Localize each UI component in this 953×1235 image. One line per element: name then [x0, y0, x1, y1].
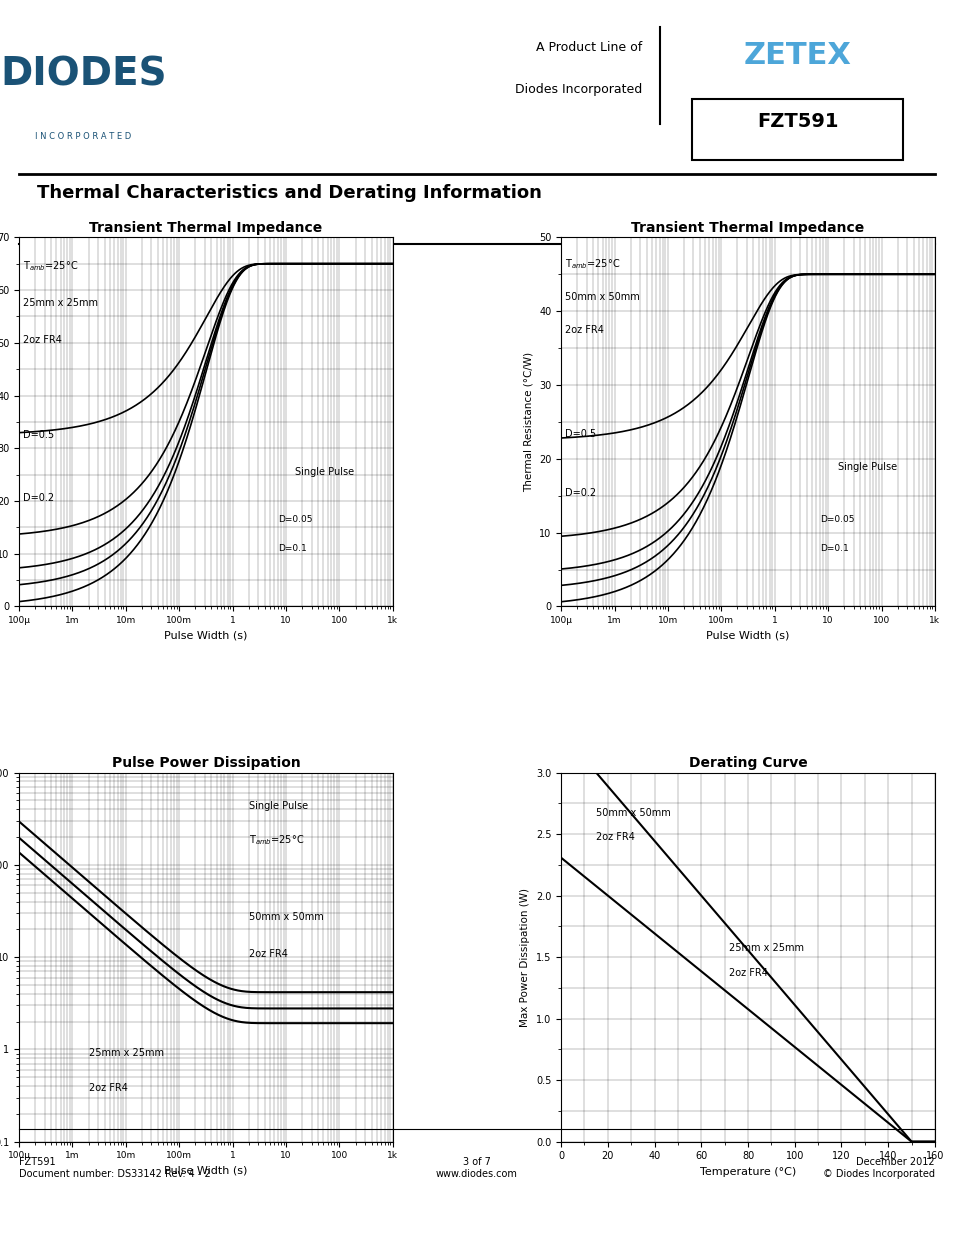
Title: Transient Thermal Impedance: Transient Thermal Impedance: [631, 221, 863, 235]
Title: Transient Thermal Impedance: Transient Thermal Impedance: [90, 221, 322, 235]
Text: 3 of 7
www.diodes.com: 3 of 7 www.diodes.com: [436, 1157, 517, 1178]
Text: 2oz FR4: 2oz FR4: [565, 325, 603, 336]
Text: 50mm x 50mm: 50mm x 50mm: [565, 293, 639, 303]
X-axis label: Pulse Width (s): Pulse Width (s): [705, 631, 789, 641]
Text: D=0.1: D=0.1: [819, 545, 848, 553]
Text: D=0.2: D=0.2: [565, 488, 596, 498]
Text: Single Pulse: Single Pulse: [837, 462, 896, 472]
Text: Single Pulse: Single Pulse: [249, 802, 308, 811]
Title: Derating Curve: Derating Curve: [688, 756, 806, 769]
Text: I N C O R P O R A T E D: I N C O R P O R A T E D: [35, 132, 132, 142]
Text: DIODES: DIODES: [0, 56, 167, 93]
Text: D=0.5: D=0.5: [565, 429, 596, 438]
FancyBboxPatch shape: [692, 99, 902, 161]
Text: 2oz FR4: 2oz FR4: [23, 335, 62, 345]
Text: 50mm x 50mm: 50mm x 50mm: [249, 913, 323, 923]
Text: 25mm x 25mm: 25mm x 25mm: [23, 298, 98, 308]
Text: 50mm x 50mm: 50mm x 50mm: [596, 808, 670, 818]
Text: D=0.5: D=0.5: [23, 430, 54, 440]
X-axis label: Pulse Width (s): Pulse Width (s): [164, 631, 248, 641]
Text: 25mm x 25mm: 25mm x 25mm: [89, 1047, 163, 1058]
Text: T$_{amb}$=25°C: T$_{amb}$=25°C: [249, 834, 304, 847]
Text: Single Pulse: Single Pulse: [295, 467, 355, 477]
Text: 2oz FR4: 2oz FR4: [89, 1083, 128, 1093]
Text: 2oz FR4: 2oz FR4: [249, 950, 288, 960]
Text: December 2012
© Diodes Incorporated: December 2012 © Diodes Incorporated: [822, 1157, 934, 1178]
Y-axis label: Max Power Dissipation (W): Max Power Dissipation (W): [519, 888, 530, 1026]
Text: 2oz FR4: 2oz FR4: [596, 832, 635, 842]
Text: D=0.05: D=0.05: [277, 515, 312, 524]
Text: D=0.1: D=0.1: [277, 545, 306, 553]
Text: ZETEX: ZETEX: [742, 41, 851, 70]
Text: 2oz FR4: 2oz FR4: [728, 967, 767, 978]
Y-axis label: Thermal Resistance (°C/W): Thermal Resistance (°C/W): [523, 352, 533, 492]
Text: Diodes Incorporated: Diodes Incorporated: [514, 83, 641, 96]
Text: Thermal Characteristics and Derating Information: Thermal Characteristics and Derating Inf…: [37, 184, 541, 203]
Text: D=0.05: D=0.05: [819, 515, 854, 524]
Text: T$_{amb}$=25°C: T$_{amb}$=25°C: [23, 259, 78, 273]
X-axis label: Temperature (°C): Temperature (°C): [700, 1167, 796, 1177]
Title: Pulse Power Dissipation: Pulse Power Dissipation: [112, 756, 300, 769]
Text: A Product Line of: A Product Line of: [535, 41, 641, 54]
Text: T$_{amb}$=25°C: T$_{amb}$=25°C: [565, 257, 620, 270]
Text: D=0.2: D=0.2: [23, 493, 54, 503]
Text: 25mm x 25mm: 25mm x 25mm: [728, 944, 803, 953]
Text: FZT591
Document number: DS33142 Rev. 4 - 2: FZT591 Document number: DS33142 Rev. 4 -…: [19, 1157, 211, 1178]
Text: FZT591: FZT591: [756, 112, 838, 131]
X-axis label: Pulse Width (s): Pulse Width (s): [164, 1166, 248, 1176]
